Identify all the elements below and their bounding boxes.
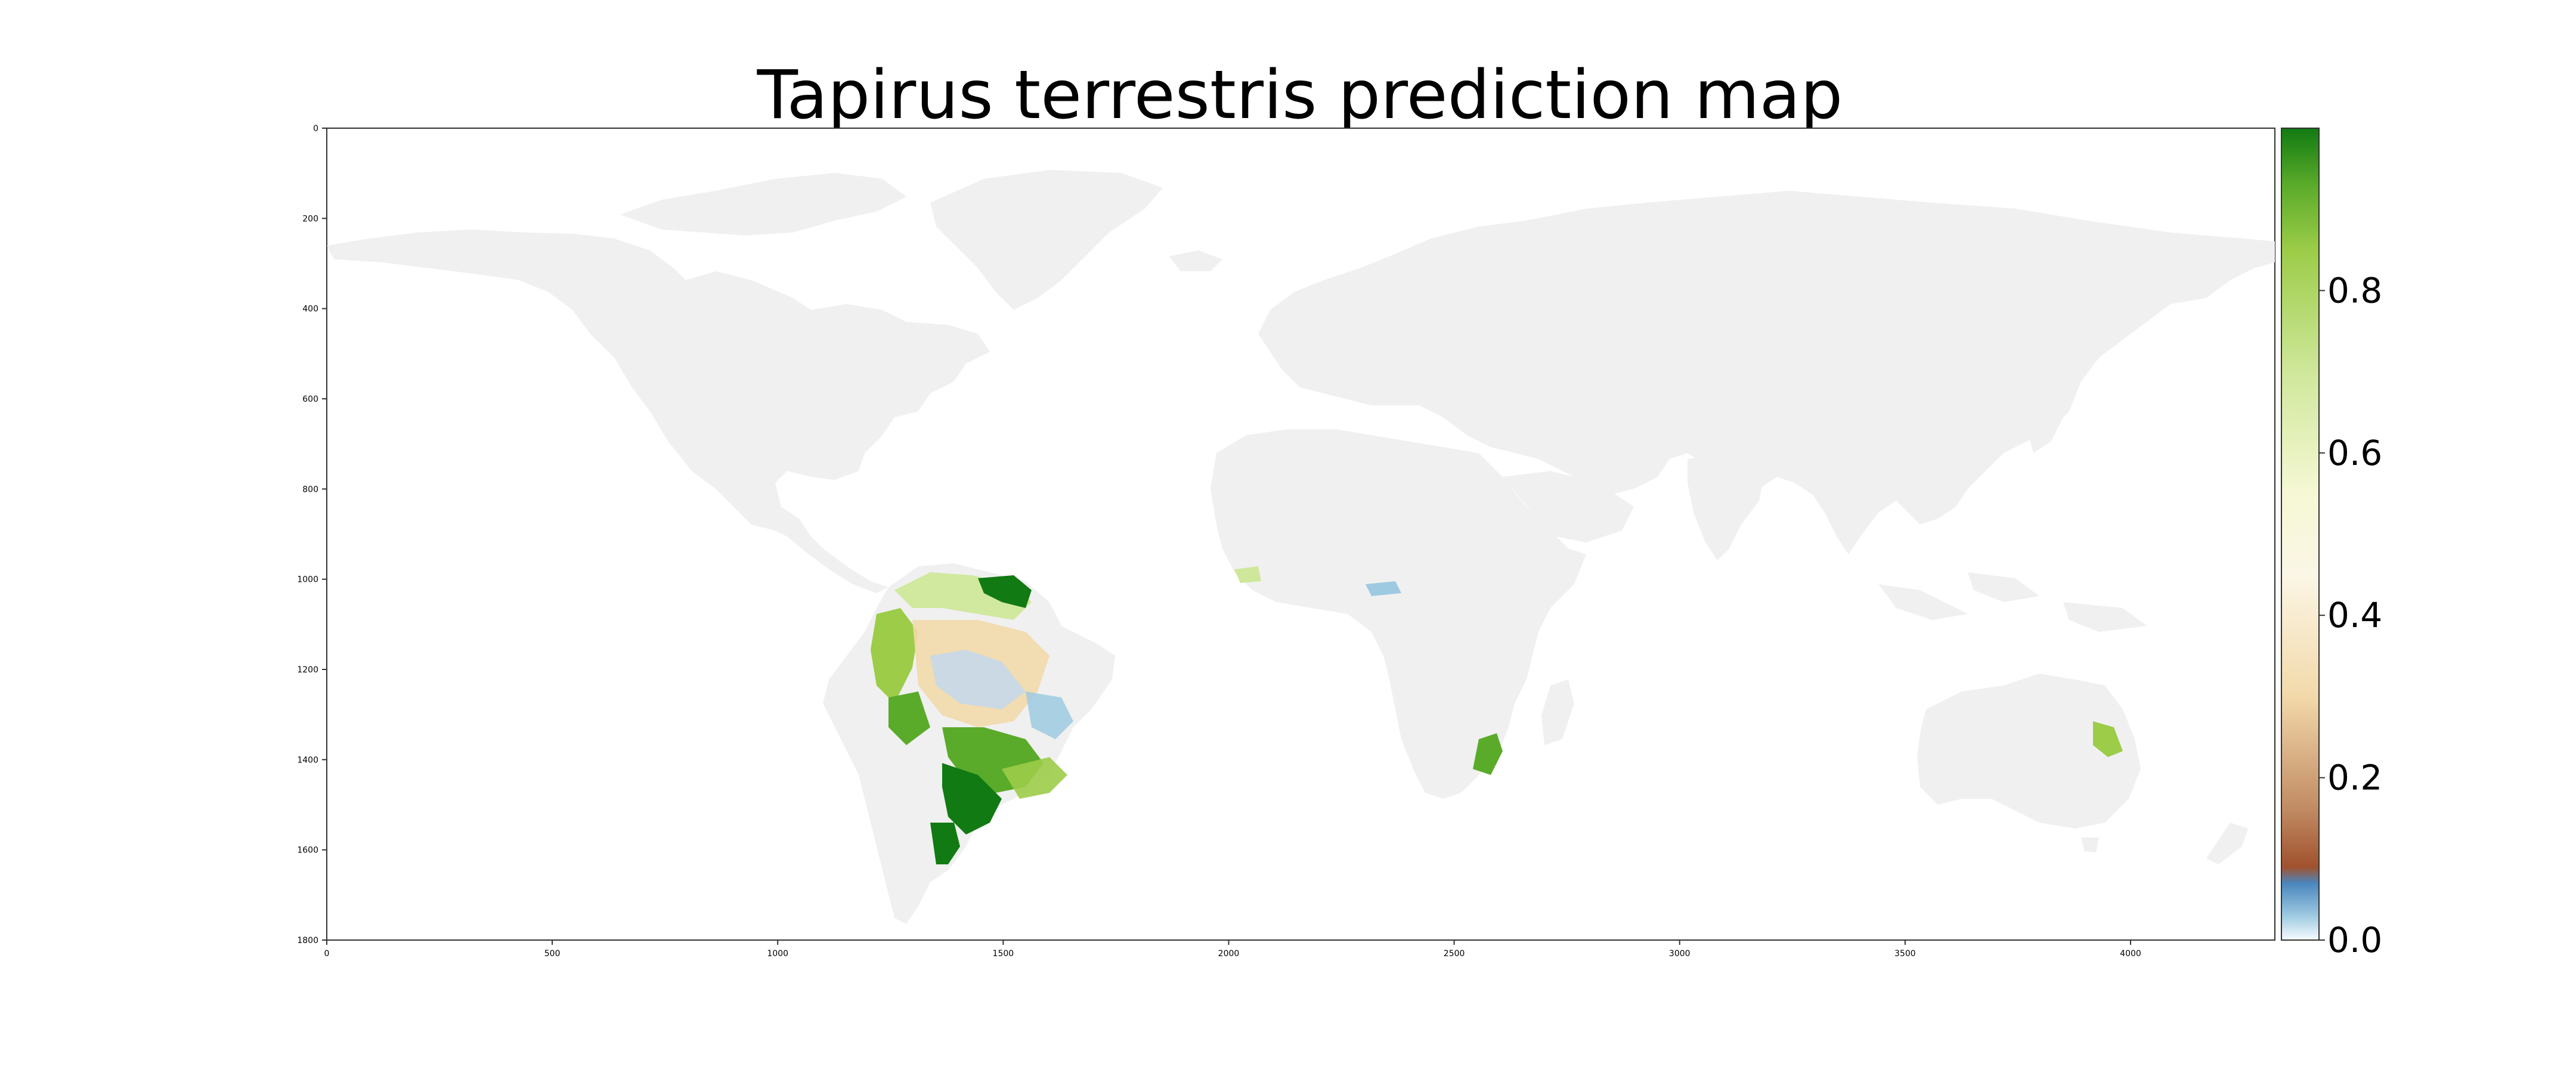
new-zealand bbox=[2206, 823, 2248, 864]
pred-chaco bbox=[930, 823, 960, 864]
x-tick-label: 500 bbox=[544, 949, 561, 959]
pred-amazon-west bbox=[871, 608, 918, 703]
x-tick-label: 3000 bbox=[1669, 949, 1690, 959]
greenland-landmass bbox=[930, 170, 1163, 310]
pred-amazon-low bbox=[930, 650, 1026, 709]
y-tick-label: 1200 bbox=[297, 665, 318, 675]
colorbar-gradient bbox=[2281, 128, 2320, 941]
north-america-landmass bbox=[327, 230, 990, 539]
y-tick-label: 800 bbox=[302, 485, 318, 494]
pred-central-africa bbox=[1366, 581, 1401, 596]
y-tick-label: 1400 bbox=[297, 755, 318, 765]
x-tick-label: 4000 bbox=[2120, 949, 2141, 959]
southeast-asia-islands bbox=[1878, 572, 2147, 632]
y-tick-label: 0 bbox=[313, 124, 318, 134]
central-america bbox=[775, 513, 888, 593]
tasmania bbox=[2081, 838, 2099, 852]
iceland bbox=[1169, 250, 1222, 271]
map-title: Tapirus terrestris prediction map bbox=[757, 57, 1843, 134]
y-tick-label: 1600 bbox=[297, 846, 318, 855]
colorbar-tick-label: 0.2 bbox=[2327, 758, 2382, 798]
colorbar-tick-label: 0.8 bbox=[2327, 270, 2382, 311]
eurasia-landmass bbox=[1258, 191, 2275, 554]
map-axes: 0 500 1000 1500 2000 2500 3000 3500 4000 0 200 400… bbox=[297, 124, 2275, 959]
japan bbox=[2027, 382, 2063, 453]
x-tick-label: 1000 bbox=[767, 949, 788, 959]
pred-guiana-high bbox=[978, 575, 1032, 608]
australia-landmass bbox=[1917, 674, 2141, 829]
y-tick-label: 400 bbox=[302, 305, 318, 314]
pred-amazon-south-high bbox=[888, 691, 930, 745]
colorbar-tick-label: 0.4 bbox=[2327, 595, 2382, 635]
y-tick-label: 200 bbox=[302, 214, 318, 224]
colorbar-tick-label: 0.0 bbox=[2327, 920, 2382, 960]
y-axis-ticks: 0 200 400 600 800 1000 1200 1400 1600 1800 bbox=[297, 124, 327, 945]
arctic-islands bbox=[620, 173, 906, 235]
x-tick-label: 1500 bbox=[993, 949, 1014, 959]
madagascar bbox=[1541, 680, 1574, 745]
colorbar-tick-label: 0.6 bbox=[2327, 433, 2382, 473]
pred-atlantic bbox=[1002, 757, 1067, 799]
colorbar-ticks: 0.0 0.2 0.4 0.6 0.8 bbox=[2319, 270, 2382, 960]
x-tick-label: 2000 bbox=[1218, 949, 1240, 959]
prediction-overlay bbox=[871, 566, 2123, 864]
x-axis-ticks: 0 500 1000 1500 2000 2500 3000 3500 4000 bbox=[324, 940, 2141, 959]
pred-southern-africa bbox=[1473, 733, 1503, 775]
indian-subcontinent bbox=[1688, 453, 1765, 560]
arabian-peninsula bbox=[1503, 471, 1634, 542]
x-tick-label: 2500 bbox=[1444, 949, 1465, 959]
pred-west-africa bbox=[1234, 566, 1261, 583]
y-tick-label: 1800 bbox=[297, 936, 318, 945]
x-tick-label: 0 bbox=[324, 949, 330, 959]
pred-brazil-east-low bbox=[1026, 691, 1073, 739]
y-tick-label: 600 bbox=[302, 395, 318, 404]
y-tick-label: 1000 bbox=[297, 575, 318, 585]
x-tick-label: 3500 bbox=[1894, 949, 1916, 959]
africa-landmass bbox=[1210, 429, 1586, 799]
pred-pantanal bbox=[942, 763, 1002, 835]
colorbar: 0.0 0.2 0.4 0.6 0.8 bbox=[2281, 128, 2382, 960]
pred-east-australia bbox=[2093, 721, 2123, 757]
